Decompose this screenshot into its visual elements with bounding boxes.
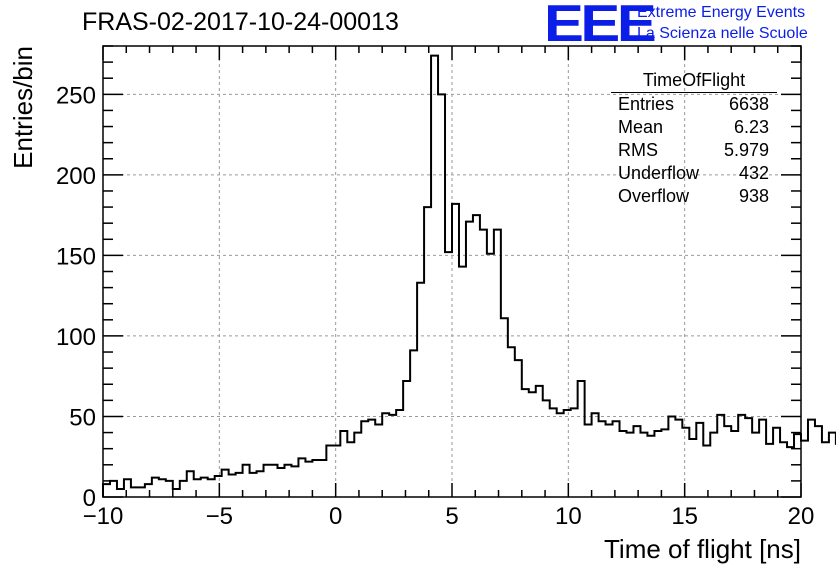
x-tick-label: 0 bbox=[329, 503, 342, 530]
stats-value: 432 bbox=[738, 163, 769, 183]
x-tick-label: 15 bbox=[671, 503, 698, 530]
y-tick-label: 200 bbox=[56, 163, 96, 190]
grid-lines bbox=[103, 46, 801, 497]
axis-ticks bbox=[102, 45, 802, 498]
stats-label: Entries bbox=[618, 94, 675, 114]
stats-label: Overflow bbox=[618, 186, 690, 206]
stats-value: 6638 bbox=[728, 94, 769, 114]
stats-row-overflow: Overflow 938 bbox=[611, 185, 777, 208]
x-tick-label: 20 bbox=[788, 503, 815, 530]
stats-value: 6.23 bbox=[733, 117, 769, 137]
stats-rows: Entries 6638 Mean 6.23 RMS 5.979 Underflow 432 O… bbox=[611, 93, 777, 208]
y-tick-label: 50 bbox=[69, 404, 96, 431]
eee-logo: EEE bbox=[544, 0, 657, 53]
histogram-line bbox=[102, 54, 836, 497]
y-axis-label: Entries/bin bbox=[8, 46, 38, 169]
stats-label: Mean bbox=[618, 117, 664, 137]
stats-row-rms: RMS 5.979 bbox=[611, 139, 777, 162]
chart-title: FRAS-02-2017-10-24-00013 bbox=[82, 8, 399, 36]
x-tick-label: 10 bbox=[555, 503, 582, 530]
stats-row-underflow: Underflow 432 bbox=[611, 162, 777, 185]
stats-value: 5.979 bbox=[723, 140, 769, 160]
x-tick-label: 5 bbox=[445, 503, 458, 530]
stats-value: 938 bbox=[738, 186, 769, 206]
x-axis-label: Time of flight [ns] bbox=[604, 534, 801, 564]
y-tick-label: 0 bbox=[83, 485, 96, 512]
stats-row-entries: Entries 6638 bbox=[611, 93, 777, 116]
x-tick-label: −5 bbox=[206, 503, 233, 530]
stats-label: Underflow bbox=[618, 163, 700, 183]
y-tick-label: 100 bbox=[56, 324, 96, 351]
stats-label: RMS bbox=[618, 140, 658, 160]
y-tick-label: 150 bbox=[56, 243, 96, 270]
stats-box: TimeOfFlight Entries 6638 Mean 6.23 RMS 5.979… bbox=[611, 70, 777, 208]
logo-line-2: La Scienza nelle Scuole bbox=[637, 25, 808, 42]
logo-line-1: Extreme Energy Events bbox=[637, 4, 806, 21]
stats-row-mean: Mean 6.23 bbox=[611, 116, 777, 139]
stats-box-title: TimeOfFlight bbox=[611, 70, 777, 93]
x-tick-label: −10 bbox=[83, 503, 124, 530]
y-tick-label: 250 bbox=[56, 82, 96, 109]
